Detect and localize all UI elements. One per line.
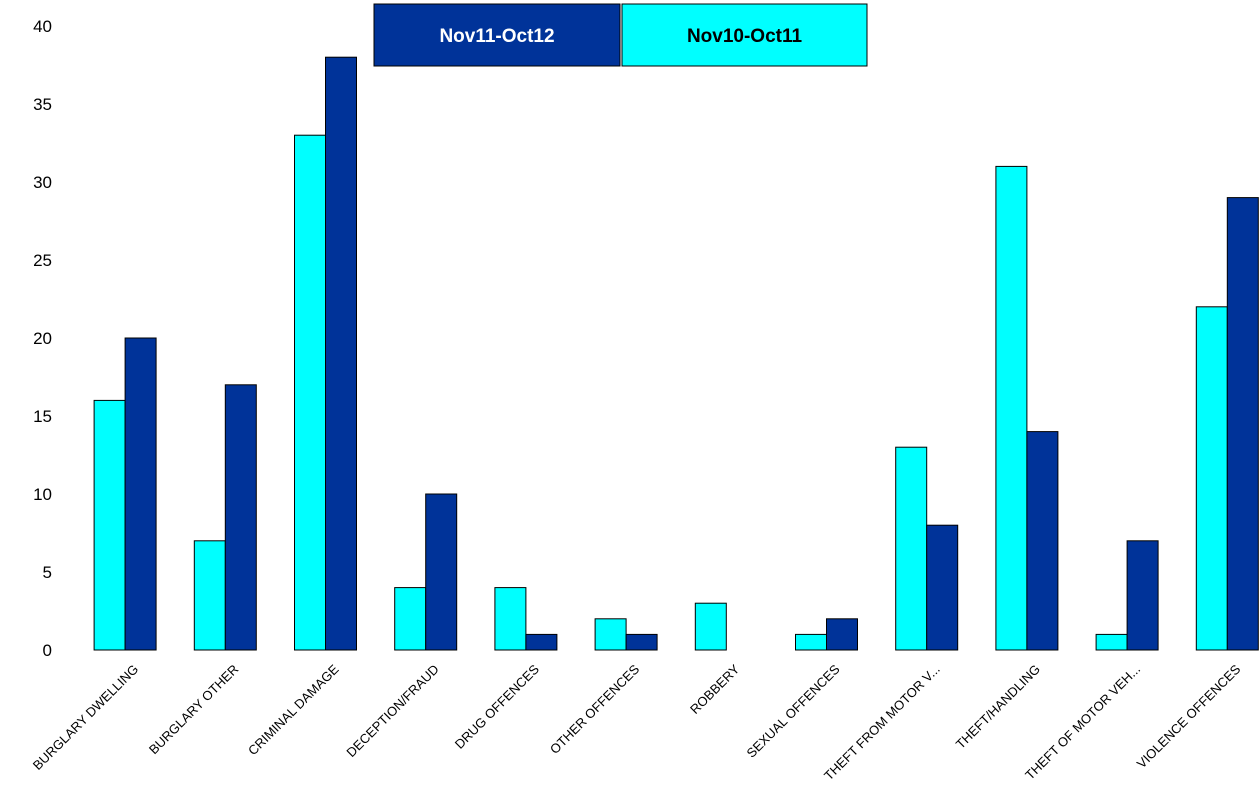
bar-nov11-oct12 [425,493,458,651]
bar-nov11-oct12 [1226,197,1259,651]
y-tick-label: 35 [33,95,52,114]
legend-swatch [373,3,621,67]
bars [93,56,1259,651]
y-tick-label: 40 [33,17,52,36]
bar-nov10-oct11 [594,618,627,651]
x-tick-label: THEFT OF MOTOR VEH... [1022,662,1143,783]
x-tick-label: VIOLENCE OFFENCES [1134,661,1244,771]
y-tick-label: 25 [33,251,52,270]
y-tick-label: 20 [33,329,52,348]
bar-nov10-oct11 [1095,633,1128,651]
bar-nov10-oct11 [193,540,226,651]
y-tick-label: 30 [33,173,52,192]
bar-nov10-oct11 [93,399,126,651]
bar-nov10-oct11 [294,134,326,651]
bar-nov10-oct11 [694,602,727,651]
x-tick-label: BURGLARY DWELLING [30,662,141,773]
x-tick-label: DECEPTION/FRAUD [343,662,441,760]
bar-nov11-oct12 [826,618,858,651]
bar-nov10-oct11 [795,633,827,651]
x-tick-label: THEFT FROM MOTOR V... [821,662,943,784]
legend-label: Nov10-Oct11 [687,26,803,47]
x-tick-label: ROBBERY [687,661,743,717]
bar-nov11-oct12 [926,524,959,651]
x-tick-label: OTHER OFFENCES [547,661,643,757]
x-tick-label: THEFT/HANDLING [953,662,1043,752]
bar-nov10-oct11 [394,587,427,651]
x-tick-label: BURGLARY OTHER [146,662,242,758]
legend-label: Nov11-Oct12 [439,26,554,47]
bar-nov10-oct11 [895,446,928,651]
x-tick-label: DRUG OFFENCES [452,661,543,752]
y-tick-label: 15 [33,407,52,426]
bar-nov11-oct12 [525,633,558,651]
bar-nov11-oct12 [325,56,357,651]
bar-nov10-oct11 [494,587,527,651]
y-tick-label: 5 [43,563,52,582]
x-axis-labels: BURGLARY DWELLING BURGLARY OTHER CRIMINAL … [30,661,1244,783]
bar-nov10-oct11 [1195,306,1228,651]
bar-nov11-oct12 [1126,540,1159,651]
y-tick-label: 0 [43,641,52,660]
bar-nov11-oct12 [224,384,257,651]
x-tick-label: SEXUAL OFFENCES [743,661,842,760]
y-tick-label: 10 [33,485,52,504]
bar-nov11-oct12 [1026,431,1059,651]
bar-nov11-oct12 [124,337,157,651]
bar-nov11-oct12 [625,633,658,651]
bar-nov10-oct11 [995,165,1028,651]
x-tick-label: CRIMINAL DAMAGE [245,661,342,758]
legend: Nov11-Oct12 Nov10-Oct11 [373,3,868,67]
y-axis: 0 5 10 15 20 25 30 35 40 [33,17,52,660]
legend-swatch [621,3,868,67]
